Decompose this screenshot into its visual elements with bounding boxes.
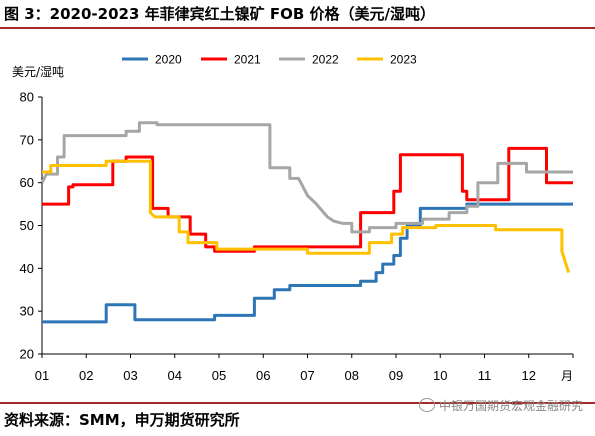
y-axis: 20 30 40 50 60 70 80: [20, 90, 43, 362]
x-tick-label: 03: [123, 368, 137, 383]
x-tick-label: 02: [79, 368, 93, 383]
x-axis-unit-label: 月: [561, 369, 573, 383]
legend-label-2023: 2023: [390, 53, 417, 67]
x-tick-label: 10: [433, 368, 447, 383]
x-tick-label: 08: [345, 368, 359, 383]
x-tick-label: 09: [389, 368, 403, 383]
y-axis-unit-label: 美元/湿吨: [12, 64, 64, 79]
x-tick-label: 04: [168, 368, 182, 383]
series-line-2021: [42, 146, 573, 253]
title-rule: [0, 27, 595, 29]
series-line-2020: [42, 202, 573, 324]
y-tick-label: 30: [20, 304, 34, 319]
y-tick-label: 60: [20, 175, 34, 190]
x-tick-label: 11: [478, 368, 492, 383]
watermark: 中银万国期货宏观金融研究: [418, 397, 583, 414]
y-tick-label: 70: [20, 132, 34, 147]
x-tick-label: 07: [300, 368, 314, 383]
source-rule: [0, 402, 595, 404]
wechat-icon: [418, 398, 435, 412]
legend-label-2020: 2020: [155, 53, 182, 67]
y-tick-label: 20: [20, 347, 34, 362]
legend: 2020 2021 2022 2023: [122, 53, 417, 67]
y-tick-label: 40: [20, 261, 34, 276]
y-tick-label: 80: [20, 90, 34, 105]
watermark-text: 中银万国期货宏观金融研究: [438, 399, 583, 413]
source-note: 资料来源：SMM，申万期货研究所: [4, 411, 240, 429]
line-chart: 2020 2021 2022 2023 美元/湿吨 20 30 40 50 60 70 80 01…: [12, 53, 574, 383]
series-line-2023: [42, 159, 571, 274]
legend-label-2021: 2021: [234, 53, 261, 67]
x-tick-label: 01: [35, 368, 49, 383]
figure-title: 图 3：2020-2023 年菲律宾红土镍矿 FOB 价格（美元/湿吨）: [4, 5, 435, 23]
y-tick-label: 50: [20, 218, 34, 233]
x-tick-label: 06: [256, 368, 270, 383]
x-axis: 01 02 03 04 05 06 07 08 09 10 11 12 月: [35, 353, 574, 383]
x-tick-label: 05: [212, 368, 226, 383]
legend-label-2022: 2022: [312, 53, 339, 67]
series-line-2022: [40, 121, 573, 234]
x-tick-label: 12: [522, 368, 536, 383]
series-lines: [40, 121, 573, 324]
title-bar: 图 3：2020-2023 年菲律宾红土镍矿 FOB 价格（美元/湿吨）: [0, 0, 595, 26]
